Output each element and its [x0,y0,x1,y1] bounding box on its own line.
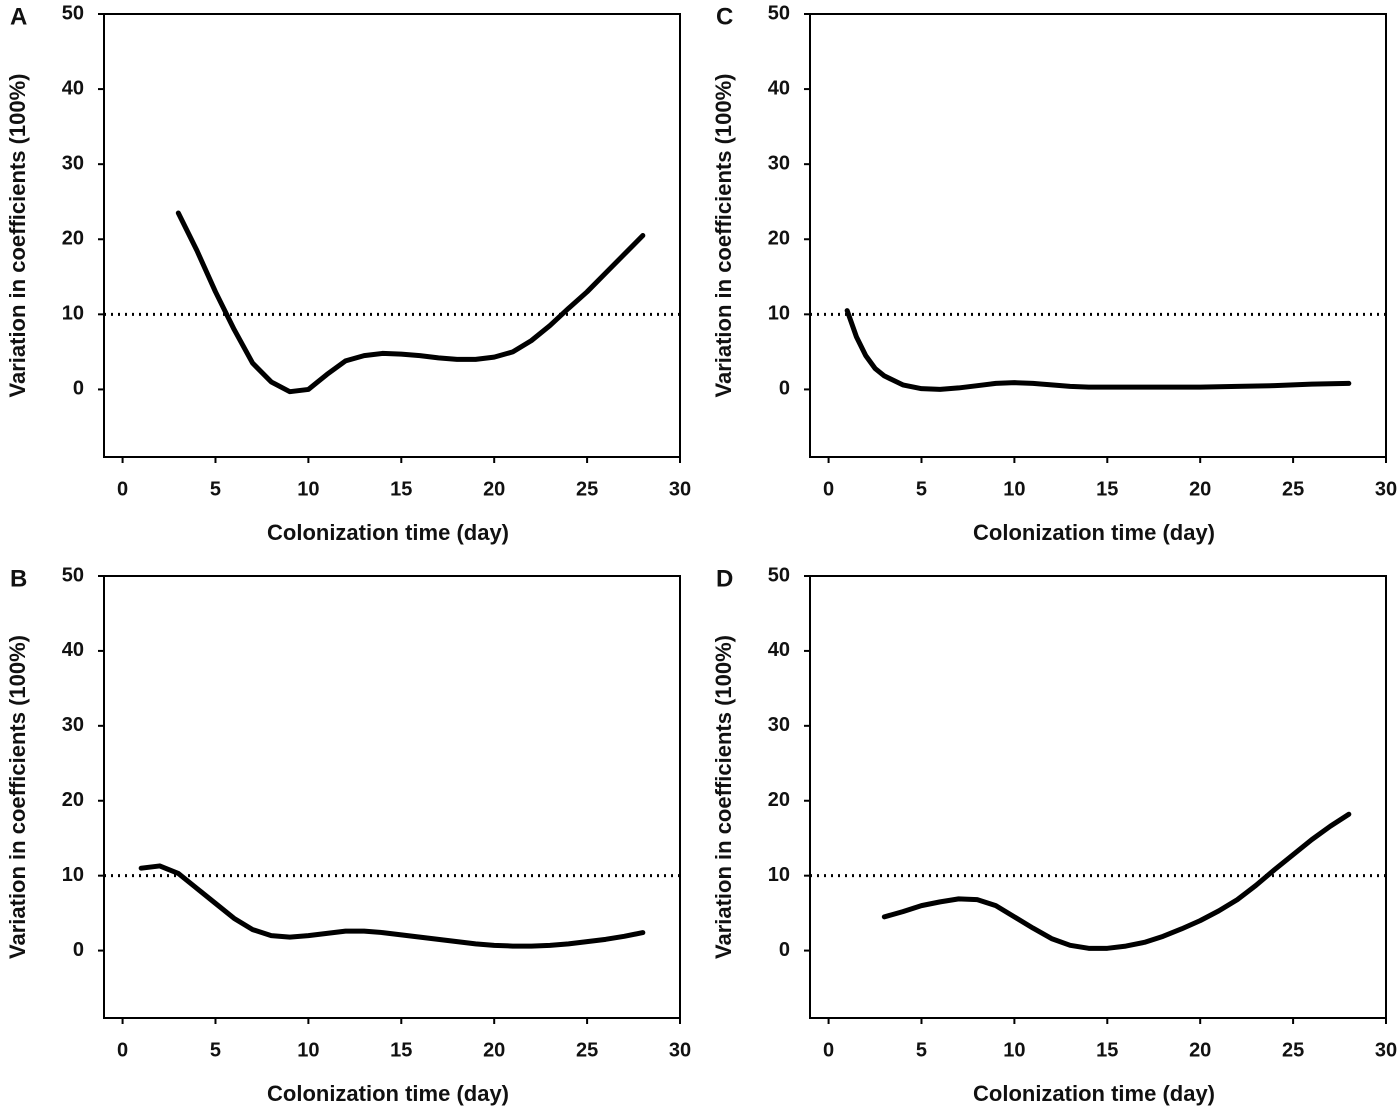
x-tick-label: 5 [916,1039,927,1061]
plot-frame [103,13,681,458]
x-axis-label: Colonization time (day) [973,1081,1215,1106]
y-tick-label: 10 [768,864,790,886]
x-tick-label: 20 [1189,478,1211,500]
x-axis-label: Colonization time (day) [973,520,1215,545]
y-tick-label: 40 [62,77,84,99]
y-axis-label: Variation in coefficients (100%) [711,74,736,398]
x-tick-label: 5 [210,478,221,500]
y-axis-label: Variation in coefficients (100%) [5,635,30,959]
x-tick-label: 30 [1375,478,1397,500]
y-axis-label: Variation in coefficients (100%) [5,74,30,398]
x-tick-label: 0 [823,478,834,500]
y-tick-label: 20 [768,789,790,811]
x-tick-label: 10 [297,1039,319,1061]
y-tick-label: 20 [62,789,84,811]
x-tick-label: 25 [1282,1039,1304,1061]
x-tick-label: 25 [1282,478,1304,500]
x-tick-label: 15 [1096,478,1118,500]
y-tick-label: 50 [62,564,84,586]
y-tick-label: 40 [768,639,790,661]
x-tick-label: 10 [1003,478,1025,500]
y-tick-label: 50 [768,2,790,24]
data-line [175,210,646,395]
data-line [844,308,1352,392]
y-tick-label: 30 [62,152,84,174]
x-tick-label: 10 [1003,1039,1025,1061]
x-tick-label: 0 [117,478,128,500]
x-tick-label: 30 [669,478,691,500]
x-tick-label: 25 [576,478,598,500]
y-tick-label: 50 [768,564,790,586]
x-axis-label: Colonization time (day) [267,520,509,545]
y-tick-label: 10 [768,303,790,325]
y-tick-label: 10 [62,303,84,325]
panel-label: A [10,3,27,30]
y-axis-label: Variation in coefficients (100%) [711,635,736,959]
y-tick-label: 20 [768,228,790,250]
x-tick-label: 20 [483,478,505,500]
x-tick-label: 30 [669,1039,691,1061]
y-tick-label: 40 [62,639,84,661]
x-tick-label: 10 [297,478,319,500]
y-tick-label: 0 [73,939,84,961]
plot-frame [809,575,1387,1019]
panel-label: C [716,3,733,30]
y-tick-label: 0 [779,378,790,400]
y-tick-label: 50 [62,2,84,24]
y-tick-label: 30 [768,714,790,736]
data-line [138,863,646,949]
x-tick-label: 5 [210,1039,221,1061]
y-tick-label: 30 [768,152,790,174]
y-tick-label: 0 [779,939,790,961]
x-tick-label: 20 [1189,1039,1211,1061]
panel-label: D [716,565,733,592]
x-tick-label: 0 [117,1039,128,1061]
y-tick-label: 30 [62,714,84,736]
x-tick-label: 15 [390,478,412,500]
y-tick-label: 10 [62,864,84,886]
x-tick-label: 0 [823,1039,834,1061]
y-tick-label: 20 [62,228,84,250]
x-tick-label: 25 [576,1039,598,1061]
y-tick-label: 40 [768,77,790,99]
data-line [881,811,1352,951]
x-axis-label: Colonization time (day) [267,1081,509,1106]
x-tick-label: 15 [1096,1039,1118,1061]
x-tick-label: 20 [483,1039,505,1061]
plot-frame [103,575,681,1019]
plot-frame [809,13,1387,458]
x-tick-label: 5 [916,478,927,500]
y-tick-label: 0 [73,378,84,400]
x-tick-label: 30 [1375,1039,1397,1061]
panel-label: B [10,565,27,592]
x-tick-label: 15 [390,1039,412,1061]
